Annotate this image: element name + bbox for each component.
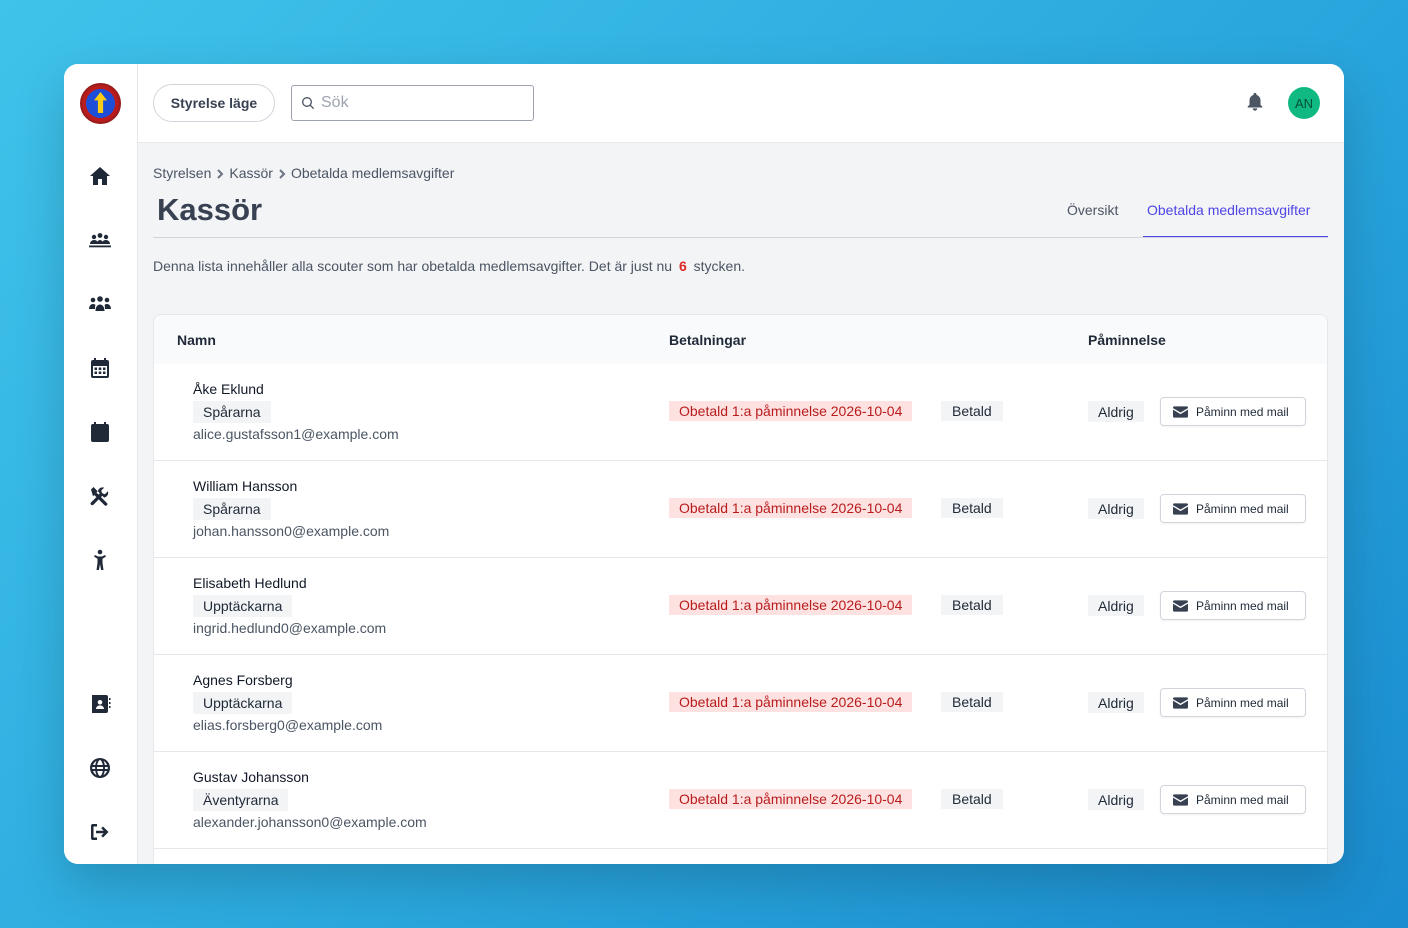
unpaid-badge: Obetald 1:a påminnelse 2026-10-04 — [669, 789, 913, 809]
remind-button-label: Påminn med mail — [1196, 792, 1289, 807]
breadcrumb: Styrelsen Kassör Obetalda medlemsavgifte… — [153, 165, 454, 181]
group-badge: Upptäckarna — [193, 692, 293, 714]
info-text: Denna lista innehåller alla scouter som … — [153, 258, 745, 274]
search-box[interactable] — [291, 85, 534, 121]
table-row: Agnes Forsberg Upptäckarna elias.forsber… — [154, 655, 1327, 752]
app-window: Styrelse läge AN Styrelsen Kassör Obetal… — [64, 64, 1344, 864]
envelope-icon — [1173, 696, 1188, 709]
paid-badge: Betald — [941, 789, 1003, 809]
envelope-icon — [1173, 599, 1188, 612]
breadcrumb-item[interactable]: Kassör — [229, 165, 273, 181]
remind-button-label: Påminn med mail — [1196, 404, 1289, 419]
paid-badge: Betald — [941, 401, 1003, 421]
member-name[interactable]: Agnes Forsberg — [193, 672, 293, 688]
remind-button-label: Påminn med mail — [1196, 598, 1289, 613]
tab-label: Obetalda medlemsavgifter — [1147, 202, 1311, 218]
paid-badge: Betald — [941, 498, 1003, 518]
column-header-name: Namn — [177, 332, 216, 348]
table-row: Elisabeth Hedlund Upptäckarna ingrid.hed… — [154, 558, 1327, 655]
unpaid-count: 6 — [678, 258, 687, 274]
unpaid-badge: Obetald 1:a påminnelse 2026-10-04 — [669, 401, 913, 421]
envelope-icon — [1173, 405, 1188, 418]
envelope-icon — [1173, 502, 1188, 515]
table-row: Åke Eklund Spårarna alice.gustafsson1@ex… — [154, 364, 1327, 461]
table-header: Namn Betalningar Påminnelse — [154, 315, 1327, 364]
contact-book-icon[interactable] — [86, 690, 114, 718]
unpaid-table: Namn Betalningar Påminnelse Åke Eklund S… — [153, 314, 1328, 864]
group-badge: Upptäckarna — [193, 595, 293, 617]
column-header-reminder: Påminnelse — [1088, 332, 1166, 348]
remind-by-mail-button[interactable]: Påminn med mail — [1160, 785, 1306, 814]
member-email: alice.gustafsson1@example.com — [193, 426, 399, 442]
calendar-grid-icon[interactable] — [86, 354, 114, 382]
remind-by-mail-button[interactable]: Påminn med mail — [1160, 494, 1306, 523]
group-meeting-icon[interactable] — [86, 226, 114, 254]
member-name[interactable]: Gustav Johansson — [193, 769, 309, 785]
group-badge: Spårarna — [193, 498, 271, 520]
home-icon[interactable] — [86, 162, 114, 190]
chevron-right-icon — [214, 167, 226, 179]
info-text-end: stycken. — [693, 258, 745, 274]
breadcrumb-item[interactable]: Styrelsen — [153, 165, 212, 181]
users-icon[interactable] — [86, 290, 114, 318]
unpaid-badge: Obetald 1:a påminnelse 2026-10-04 — [669, 498, 913, 518]
member-email: johan.hansson0@example.com — [193, 523, 390, 539]
globe-icon[interactable] — [86, 754, 114, 782]
topbar: Styrelse läge AN — [138, 64, 1344, 143]
search-icon — [302, 97, 315, 110]
tab-label: Översikt — [1067, 202, 1119, 218]
group-badge: Spårarna — [193, 401, 271, 423]
table-row: William Hansson Spårarna johan.hansson0@… — [154, 461, 1327, 558]
bell-icon[interactable] — [1244, 91, 1266, 113]
group-badge: Äventyrarna — [193, 789, 289, 811]
envelope-icon — [1173, 793, 1188, 806]
table-row: Gustav Johansson Äventyrarna alexander.j… — [154, 752, 1327, 849]
member-email: alexander.johansson0@example.com — [193, 814, 427, 830]
scout-logo[interactable] — [80, 83, 121, 124]
remind-button-label: Påminn med mail — [1196, 695, 1289, 710]
tab-overview[interactable]: Översikt — [1067, 202, 1118, 238]
member-email: ingrid.hedlund0@example.com — [193, 620, 387, 636]
paid-badge: Betald — [941, 595, 1003, 615]
reminder-status-badge: Aldrig — [1088, 692, 1144, 713]
tab-unpaid-fees[interactable]: Obetalda medlemsavgifter — [1143, 202, 1328, 238]
page-title: Kassör — [157, 192, 263, 227]
member-email: elias.forsberg0@example.com — [193, 717, 383, 733]
remind-button-label: Påminn med mail — [1196, 501, 1289, 516]
calendar-icon[interactable] — [86, 418, 114, 446]
info-text-start: Denna lista innehåller alla scouter som … — [153, 258, 673, 274]
reminder-status-badge: Aldrig — [1088, 401, 1144, 422]
member-name[interactable]: Åke Eklund — [193, 381, 264, 397]
logout-icon[interactable] — [86, 818, 114, 846]
avatar[interactable]: AN — [1288, 87, 1320, 119]
child-icon[interactable] — [86, 546, 114, 574]
reminder-status-badge: Aldrig — [1088, 595, 1144, 616]
reminder-status-badge: Aldrig — [1088, 498, 1144, 519]
column-header-payments: Betalningar — [669, 332, 747, 348]
tools-icon[interactable] — [86, 482, 114, 510]
member-name[interactable]: William Hansson — [193, 478, 298, 494]
unpaid-badge: Obetald 1:a påminnelse 2026-10-04 — [669, 692, 913, 712]
member-name[interactable]: Elisabeth Hedlund — [193, 575, 307, 591]
remind-by-mail-button[interactable]: Påminn med mail — [1160, 591, 1306, 620]
search-input[interactable] — [321, 94, 521, 112]
remind-by-mail-button[interactable]: Påminn med mail — [1160, 397, 1306, 426]
paid-badge: Betald — [941, 692, 1003, 712]
reminder-status-badge: Aldrig — [1088, 789, 1144, 810]
unpaid-badge: Obetald 1:a påminnelse 2026-10-04 — [669, 595, 913, 615]
remind-by-mail-button[interactable]: Påminn med mail — [1160, 688, 1306, 717]
sidebar — [64, 64, 138, 864]
chevron-right-icon — [276, 167, 288, 179]
breadcrumb-item[interactable]: Obetalda medlemsavgifter — [290, 165, 455, 181]
tabs-divider — [153, 237, 1328, 238]
board-mode-button[interactable]: Styrelse läge — [153, 84, 275, 122]
